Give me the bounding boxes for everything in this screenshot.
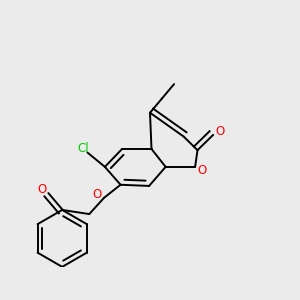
Text: O: O bbox=[93, 188, 102, 201]
Text: O: O bbox=[37, 183, 46, 196]
Text: Cl: Cl bbox=[77, 142, 88, 155]
Text: O: O bbox=[197, 164, 206, 177]
Text: O: O bbox=[215, 125, 224, 138]
